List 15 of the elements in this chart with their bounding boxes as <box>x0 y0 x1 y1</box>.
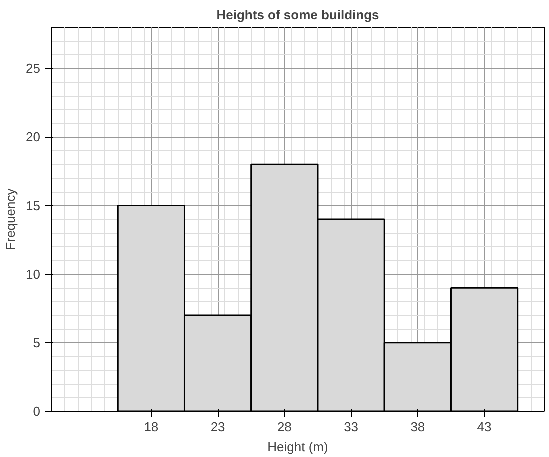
y-tick-label: 15 <box>26 198 41 214</box>
y-tick-label: 25 <box>26 61 41 76</box>
x-tick-label: 38 <box>410 420 426 434</box>
x-tick-label: 23 <box>210 420 226 434</box>
y-tick-label: 5 <box>33 335 41 350</box>
x-tick-label: 28 <box>277 420 292 434</box>
x-tick-label: 33 <box>344 420 359 434</box>
y-tick-label: 20 <box>26 130 41 145</box>
y-axis-title: Frequency <box>3 188 18 250</box>
y-tick-label: 10 <box>26 266 41 282</box>
x-tick-label: 43 <box>477 420 492 434</box>
chart-title: Heights of some buildings <box>216 8 380 22</box>
x-tick-label: 18 <box>144 420 159 434</box>
x-axis-title: Height (m) <box>268 440 328 454</box>
y-tick-label: 0 <box>33 404 41 419</box>
